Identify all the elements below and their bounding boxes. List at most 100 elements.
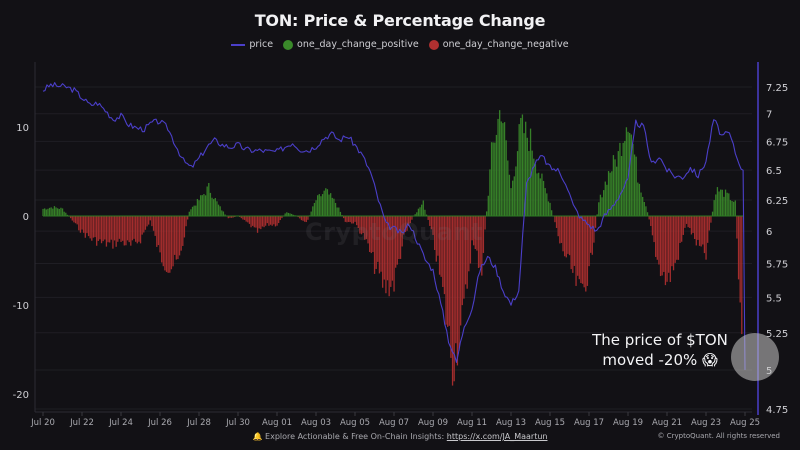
negative-change-bar xyxy=(396,216,398,265)
x-axis-tick-label: Aug 21 xyxy=(652,418,682,428)
negative-change-bar xyxy=(240,216,242,219)
positive-change-bar xyxy=(312,206,314,216)
negative-change-bar xyxy=(372,216,374,252)
positive-change-bar xyxy=(425,214,428,216)
negative-change-bar xyxy=(105,216,108,247)
negative-change-bar xyxy=(429,216,431,226)
negative-change-bar xyxy=(123,216,125,246)
negative-change-bar xyxy=(265,216,267,226)
positive-change-bar xyxy=(200,195,202,216)
annotation: The price of $TON moved -20% 😱 xyxy=(590,330,730,370)
negative-change-bar xyxy=(352,216,355,224)
positive-change-bar xyxy=(48,207,51,216)
negative-change-bar xyxy=(651,216,654,236)
negative-change-bar xyxy=(110,216,112,240)
left-axis-tick-label: 10 xyxy=(16,123,29,134)
legend: price one_day_change_positive one_day_ch… xyxy=(0,39,800,50)
positive-change-bar xyxy=(222,211,225,216)
negative-change-bar xyxy=(383,216,385,280)
negative-change-bar xyxy=(253,216,255,228)
negative-change-bar xyxy=(555,216,558,228)
negative-change-bar xyxy=(369,216,371,252)
positive-change-bar xyxy=(601,197,603,216)
x-axis-tick-label: Aug 25 xyxy=(730,418,760,428)
footer-link[interactable]: https://x.com/JA_Maartun xyxy=(446,432,548,441)
positive-change-bar xyxy=(625,127,628,216)
positive-change-bar xyxy=(339,211,342,216)
x-axis-tick-label: Jul 30 xyxy=(225,418,250,428)
positive-change-bar xyxy=(515,166,517,216)
annotation-line-1: The price of $TON xyxy=(592,331,728,349)
negative-change-bar xyxy=(443,216,446,295)
negative-change-bar xyxy=(658,216,660,265)
negative-change-bar xyxy=(87,216,90,237)
positive-change-bar xyxy=(204,195,207,216)
negative-change-bar xyxy=(702,216,704,245)
negative-change-bar xyxy=(74,216,77,224)
positive-change-bar xyxy=(497,118,499,216)
negative-change-bar xyxy=(581,216,584,284)
negative-change-bar xyxy=(461,216,463,306)
negative-change-bar xyxy=(128,216,130,243)
negative-change-bar xyxy=(141,216,143,235)
positive-change-bar xyxy=(518,124,520,216)
legend-item-positive[interactable]: one_day_change_positive xyxy=(283,39,419,50)
positive-change-bar xyxy=(486,211,488,216)
negative-change-bar xyxy=(707,216,709,243)
negative-change-bar xyxy=(710,216,712,223)
positive-change-bar xyxy=(533,158,535,216)
negative-change-bar xyxy=(567,216,569,254)
negative-change-bar xyxy=(698,216,701,246)
negative-change-bar xyxy=(109,216,111,243)
negative-change-bar xyxy=(357,216,359,229)
legend-item-price[interactable]: price xyxy=(231,39,273,50)
negative-change-bar xyxy=(139,216,142,244)
negative-change-bar xyxy=(185,216,187,227)
positive-change-bar xyxy=(190,209,192,216)
negative-legend-dot-icon xyxy=(428,39,439,50)
positive-change-bar xyxy=(221,210,223,216)
positive-change-bar xyxy=(203,194,205,216)
positive-change-bar xyxy=(196,198,199,216)
negative-change-bar xyxy=(482,216,485,253)
positive-change-bar xyxy=(198,200,200,216)
left-axis-tick-label: -10 xyxy=(13,301,29,312)
negative-change-bar xyxy=(650,216,652,226)
positive-change-bar xyxy=(292,214,294,216)
legend-item-negative[interactable]: one_day_change_negative xyxy=(428,39,569,50)
negative-change-bar xyxy=(695,216,697,246)
x-axis-tick-label: Aug 05 xyxy=(340,418,370,428)
positive-change-bar xyxy=(52,208,54,216)
x-axis-tick-label: Aug 13 xyxy=(496,418,526,428)
negative-change-bar xyxy=(463,216,465,299)
negative-change-bar xyxy=(406,216,408,231)
negative-change-bar xyxy=(175,216,177,260)
negative-change-bar xyxy=(455,216,457,344)
positive-change-bar xyxy=(53,206,56,216)
negative-change-bar xyxy=(104,216,106,240)
x-axis-tick-label: Aug 07 xyxy=(379,418,409,428)
negative-change-bar xyxy=(399,216,402,259)
negative-change-bar xyxy=(708,216,710,231)
negative-change-bar xyxy=(367,216,369,244)
negative-change-bar xyxy=(684,216,686,228)
positive-change-bar xyxy=(729,200,732,216)
x-axis-tick-label: Jul 26 xyxy=(147,418,172,428)
x-axis-tick-label: Jul 24 xyxy=(108,418,133,428)
negative-change-bar xyxy=(135,216,137,242)
negative-change-bar xyxy=(99,216,101,240)
positive-change-bar xyxy=(495,134,498,216)
negative-change-bar xyxy=(299,216,301,219)
negative-change-bar xyxy=(663,216,665,272)
negative-change-bar xyxy=(349,216,351,223)
negative-change-bar xyxy=(115,216,117,247)
x-axis-tick-label: Aug 09 xyxy=(418,418,448,428)
negative-change-bar xyxy=(151,216,153,227)
negative-change-bar xyxy=(362,216,364,233)
negative-change-bar xyxy=(126,216,129,241)
negative-change-bar xyxy=(78,216,80,231)
positive-change-bar xyxy=(534,164,537,216)
positive-change-bar xyxy=(326,189,329,216)
positive-change-bar xyxy=(219,206,221,216)
negative-change-bar xyxy=(427,216,429,220)
